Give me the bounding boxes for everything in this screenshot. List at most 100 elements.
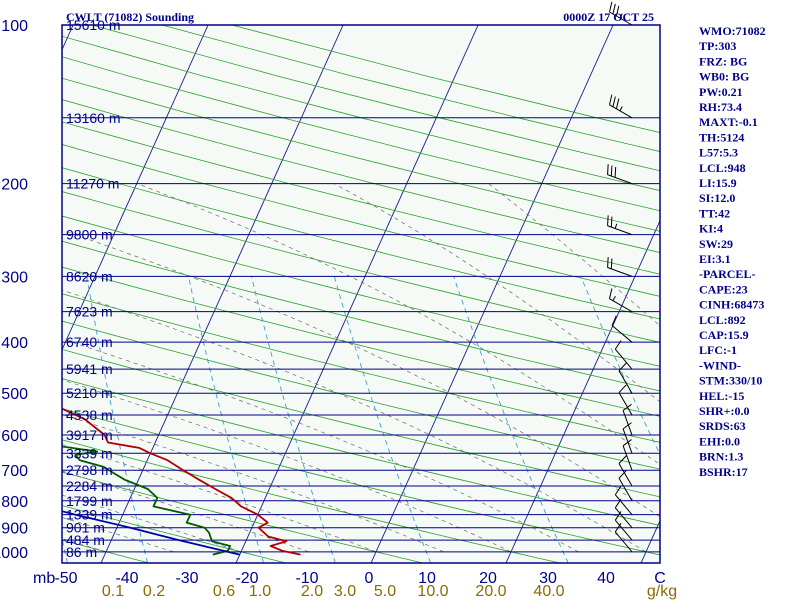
stat-line: BRN:1.3 [699,450,743,464]
barb-staff [609,104,633,119]
pressure-tick-label: 700 [1,463,28,480]
stat-line: TH:5124 [699,130,744,144]
barb-flag [615,98,620,109]
dry-adiabat-line [62,348,660,498]
barb-flag [607,215,609,226]
height-label: 901 m [66,520,105,536]
dewpoint-line [62,445,232,556]
barb-flag [607,257,609,268]
height-label: 3339 m [66,445,113,461]
pressure-tick-label: 500 [1,386,28,403]
barb-flag [608,94,613,105]
stat-line: EI:3.1 [699,252,731,266]
barb-flag [622,439,632,447]
barb-flag [618,362,627,372]
mixing-ratio-tick-label: 40.0 [533,583,564,600]
isotherm-line [505,219,660,563]
dry-adiabat-line [62,121,660,275]
temperature-tick-label: 20 [479,570,497,587]
mixing-ratio-line [86,276,149,563]
stat-line: TP:303 [699,39,736,53]
barb-flag [622,403,632,411]
stat-line: SRDS:63 [699,419,746,433]
isotherm-line [100,25,344,563]
barb-flag [610,216,613,228]
temperature-tick-label: -30 [175,570,198,587]
stat-line: -WIND- [699,358,741,372]
barb-flag [608,288,613,299]
height-label: 9800 m [66,227,113,243]
dry-adiabat-line [62,240,660,392]
barb-staff [614,348,633,370]
mixing-ratio-tick-label: 0.2 [143,583,165,600]
height-label: 86 m [66,544,97,560]
barb-flag [614,522,622,533]
dry-adiabat-line [62,167,660,320]
stat-line: CAPE:23 [699,282,748,296]
barb-flag [614,340,622,350]
stat-line: LFC:-1 [699,343,737,357]
pressure-tick-label: 200 [1,177,28,194]
barb-half-flag [612,296,616,301]
moist-adiabat-line [62,494,242,553]
height-label: 7623 m [66,304,113,320]
stat-line: EHI:0.0 [699,434,740,448]
barb-staff [622,428,633,454]
stat-line: SI:12.0 [699,191,735,205]
stat-line: LCL:892 [699,313,746,327]
barb-flag [622,422,632,430]
dry-adiabat-line [62,215,660,367]
barb-flag [607,164,609,175]
stat-line: TT:42 [699,206,730,220]
stat-line: WB0: BG [699,70,749,84]
wind-barb [618,455,633,487]
height-label: 3917 m [66,427,113,443]
stat-line: L57:5.3 [699,146,738,160]
wind-barb [608,1,633,26]
pressure-tick-label: 600 [1,428,28,445]
temperature-tick-label: -20 [235,570,258,587]
barb-flag [610,165,613,177]
barb-flag [618,470,627,479]
mb-axis-label: mb [33,570,55,587]
barb-staff [614,531,633,553]
stat-line: BSHR:17 [699,465,748,479]
barb-staff [609,11,633,26]
dry-adiabat-line [62,439,560,563]
wind-barb [607,164,633,185]
height-label: 2284 m [66,478,113,494]
temperature-tick-label: 0 [365,570,374,587]
barb-staff [622,410,633,436]
temperature-tick-label: -10 [295,570,318,587]
height-label: 1799 m [66,493,113,509]
height-label: 2798 m [66,462,113,478]
mixing-ratio-tick-label: 20.0 [475,583,506,600]
stat-line: KI:4 [699,222,723,236]
dry-adiabat-line [0,25,12,563]
plot-frame [61,24,661,564]
barb-half-flag [619,13,623,19]
barb-flag [614,166,617,178]
barb-flag [612,3,616,15]
barb-staff [607,267,633,277]
wind-barbs [607,1,633,553]
temperature-line [62,407,301,556]
pressure-tick-label: 400 [1,335,28,352]
wind-barb [607,215,633,236]
barb-flag [618,384,627,393]
height-label: 6740 m [66,334,113,350]
barb-flag [618,455,627,464]
wind-barb [608,94,633,119]
isotherm-line [370,25,614,563]
mixing-ratio-unit-label: g/kg [647,583,677,600]
temperature-tick-label: 10 [418,570,436,587]
stat-line: FRZ: BG [699,54,747,68]
wind-barb [622,422,633,454]
stat-line: CAP:15.9 [699,328,749,342]
wind-barb [614,498,633,529]
mixing-ratio-tick-label: 5.0 [374,583,396,600]
dry-adiabat-line [62,99,660,253]
moist-adiabat-line [62,289,647,553]
stat-line: SHR+:0.0 [699,404,750,418]
